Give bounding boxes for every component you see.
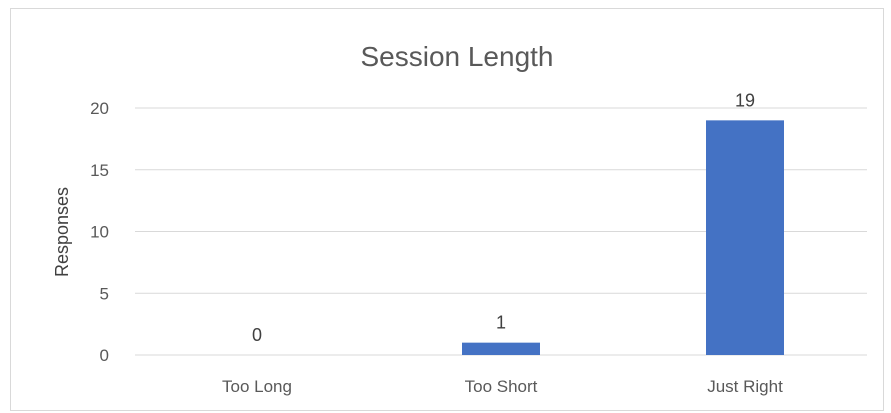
data-label: 0 [252, 325, 262, 345]
bar [706, 120, 784, 355]
x-tick-label: Too Short [465, 377, 538, 396]
x-tick-label: Just Right [707, 377, 783, 396]
data-label: 19 [735, 90, 755, 110]
bar [462, 342, 540, 355]
y-axis-ticks: 0 5 10 15 20 [90, 99, 109, 365]
y-tick-label: 0 [100, 346, 109, 365]
y-axis-label: Responses [52, 187, 72, 277]
y-tick-label: 20 [90, 99, 109, 118]
data-labels: 0 1 19 [252, 90, 755, 345]
y-tick-label: 10 [90, 223, 109, 242]
y-tick-label: 5 [100, 284, 109, 303]
y-tick-label: 15 [90, 161, 109, 180]
chart-title: Session Length [360, 41, 553, 72]
x-tick-label: Too Long [222, 377, 292, 396]
data-label: 1 [496, 313, 506, 333]
x-axis-ticks: Too Long Too Short Just Right [222, 377, 783, 396]
bars [462, 120, 784, 355]
